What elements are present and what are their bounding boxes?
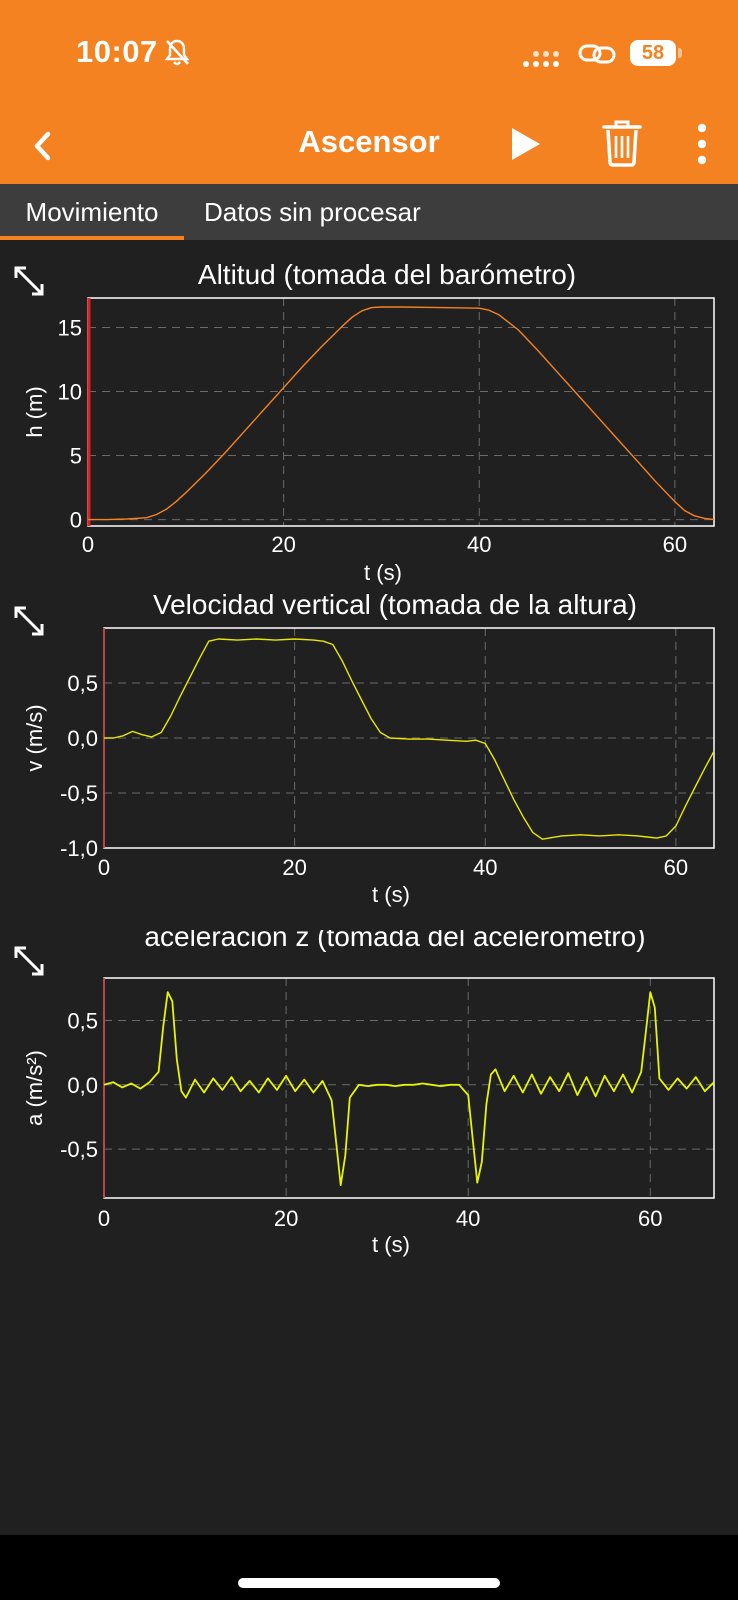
expand-icon[interactable] [12, 944, 46, 978]
status-time: 10:07 [76, 34, 158, 69]
series-line [103, 991, 715, 1187]
x-tick-label: 60 [664, 855, 688, 880]
y-tick-label: 10 [58, 380, 82, 405]
x-tick-label: 0 [98, 1206, 110, 1231]
y-tick-label: 0,0 [67, 1073, 98, 1098]
chart-title: aceleración z (tomada del acelerómetro) [144, 930, 645, 952]
x-tick-label: 0 [98, 855, 110, 880]
chart-title: Altitud (tomada del barómetro) [198, 259, 576, 290]
y-tick-label: -0,5 [60, 1137, 98, 1162]
x-tick-label: 20 [274, 1206, 298, 1231]
y-tick-label: 5 [70, 444, 82, 469]
expand-icon[interactable] [12, 604, 46, 638]
x-tick-label: 40 [456, 1206, 480, 1231]
acceleration-plot[interactable]: aceleración z (tomada del acelerómetro) 0… [0, 930, 738, 1270]
x-tick-label: 60 [663, 532, 687, 557]
y-tick-label: 0,5 [67, 1008, 98, 1033]
series-line [88, 306, 715, 521]
x-tick-label: 20 [282, 855, 306, 880]
x-axis-label: t (s) [372, 1232, 410, 1257]
velocity-plot[interactable]: Velocidad vertical (tomada de la altura)… [0, 590, 738, 920]
y-axis-label: h (m) [22, 386, 47, 437]
tab-datos-sin-procesar[interactable]: Datos sin procesar [204, 197, 421, 227]
expand-icon[interactable] [12, 264, 46, 298]
altitude-plot[interactable]: Altitud (tomada del barómetro) 0 20 40 60 0 5 1… [0, 250, 738, 590]
x-tick-label: 0 [82, 532, 94, 557]
home-indicator-area [0, 1535, 738, 1600]
cellular-signal-icon [523, 51, 559, 67]
y-tick-label: -0,5 [60, 781, 98, 806]
active-tab-indicator [0, 236, 184, 240]
tab-movimiento[interactable]: Movimiento [25, 197, 159, 227]
bell-muted-icon [164, 39, 190, 66]
personal-hotspot-icon [578, 44, 616, 64]
acceleration-chart: aceleración z (tomada del acelerómetro) 0… [0, 930, 738, 1270]
y-tick-label: 0 [70, 508, 82, 533]
tab-bar: Movimiento Datos sin procesar [0, 184, 738, 240]
experiment-title: Ascensor [298, 124, 440, 159]
x-tick-label: 20 [271, 532, 295, 557]
x-axis-label: t (s) [364, 560, 402, 585]
x-tick-label: 40 [473, 855, 497, 880]
play-icon[interactable] [508, 124, 544, 164]
series-line [104, 638, 715, 840]
altitude-chart: Altitud (tomada del barómetro) 0 20 40 60 0 5 1… [0, 250, 738, 590]
x-tick-label: 40 [467, 532, 491, 557]
plot-frame [103, 977, 715, 1199]
status-bar: 10:07 58 [0, 0, 738, 108]
x-tick-label: 60 [638, 1206, 662, 1231]
x-axis-label: t (s) [372, 882, 410, 907]
y-tick-label: 15 [58, 315, 82, 340]
chart-title: Velocidad vertical (tomada de la altura) [153, 590, 637, 620]
velocity-chart: Velocidad vertical (tomada de la altura)… [0, 590, 738, 920]
plot-frame [87, 297, 715, 527]
battery-level: 58 [630, 40, 676, 66]
y-axis-label: a (m/s²) [22, 1050, 47, 1126]
y-tick-label: 0,5 [67, 671, 98, 696]
more-options-icon[interactable] [696, 122, 708, 166]
y-axis-label: v (m/s) [22, 704, 47, 771]
y-tick-label: 0,0 [67, 726, 98, 751]
app-toolbar: Ascensor [0, 108, 738, 184]
trash-icon[interactable] [602, 118, 642, 168]
battery-icon [678, 48, 682, 58]
back-chevron-icon[interactable] [28, 126, 58, 166]
y-tick-label: -1,0 [60, 836, 98, 861]
home-indicator[interactable] [238, 1578, 500, 1588]
